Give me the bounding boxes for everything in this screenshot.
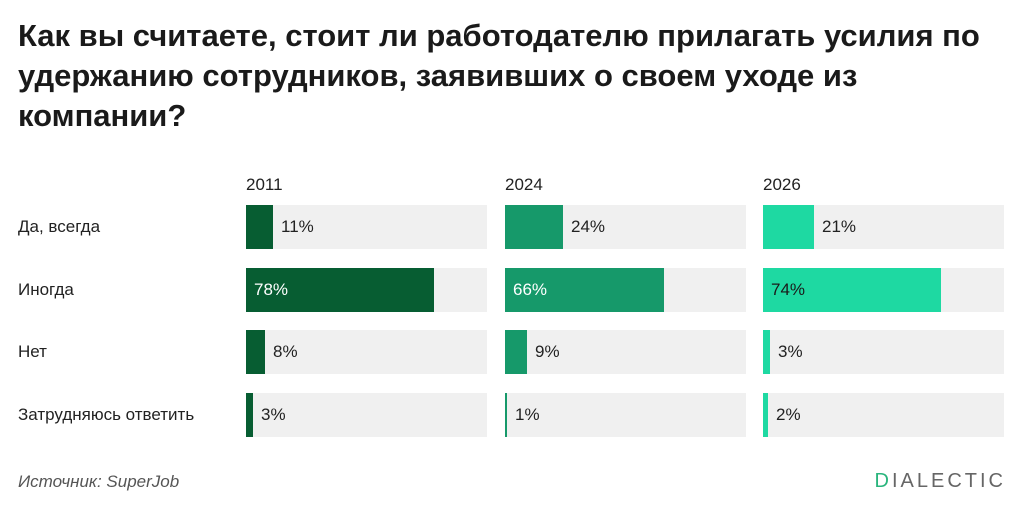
data-label: 8%	[273, 342, 298, 361]
data-label: 3%	[261, 405, 286, 424]
bar-2026	[763, 268, 941, 312]
bar-track: 24%	[505, 205, 746, 249]
bar-2011	[246, 393, 253, 437]
bar-track: 2%	[763, 393, 1004, 437]
column-header-2024: 2024	[505, 175, 543, 194]
data-label: 21%	[822, 217, 857, 236]
data-label: 3%	[778, 342, 803, 361]
bar-track: 21%	[763, 205, 1004, 249]
bar-2026	[763, 330, 770, 374]
bar-track: 78%	[246, 268, 487, 312]
bar-track: 11%	[246, 205, 487, 249]
bar-track: 66%	[505, 268, 746, 312]
data-label: 24%	[571, 217, 606, 236]
column-header-2026: 2026	[763, 175, 801, 194]
bar-track: 8%	[246, 330, 487, 374]
bar-track: 1%	[505, 393, 746, 437]
data-label: 11%	[281, 217, 314, 236]
bar-track: 3%	[763, 330, 1004, 374]
bar-2024	[505, 205, 563, 249]
data-label: 9%	[535, 342, 560, 361]
dialectic-logo: DIALECTIC	[874, 470, 1006, 492]
bar-2026	[763, 205, 814, 249]
chart-title: Как вы считаете, стоит ли работодателю п…	[18, 18, 980, 133]
bar-2024	[505, 268, 664, 312]
data-label: 2%	[776, 405, 801, 424]
row-label: Затрудняюсь ответить	[18, 405, 195, 424]
bar-2011	[246, 330, 265, 374]
bar-2024	[505, 330, 527, 374]
bar-2011	[246, 268, 434, 312]
column-header-2011: 2011	[246, 175, 283, 194]
row-label: Иногда	[18, 280, 74, 299]
bar-track: 3%	[246, 393, 487, 437]
bar-2026	[763, 393, 768, 437]
source-note: Источник: SuperJob	[18, 472, 180, 491]
data-label: 1%	[515, 405, 540, 424]
data-label: 66%	[513, 280, 548, 299]
bar-track: 9%	[505, 330, 746, 374]
bar-2011	[246, 205, 273, 249]
data-label: 74%	[771, 280, 806, 299]
row-label: Да, всегда	[18, 217, 101, 236]
bar-track: 74%	[763, 268, 1004, 312]
data-label: 78%	[254, 280, 289, 299]
row-label: Нет	[18, 342, 47, 361]
bar-2024	[505, 393, 507, 437]
